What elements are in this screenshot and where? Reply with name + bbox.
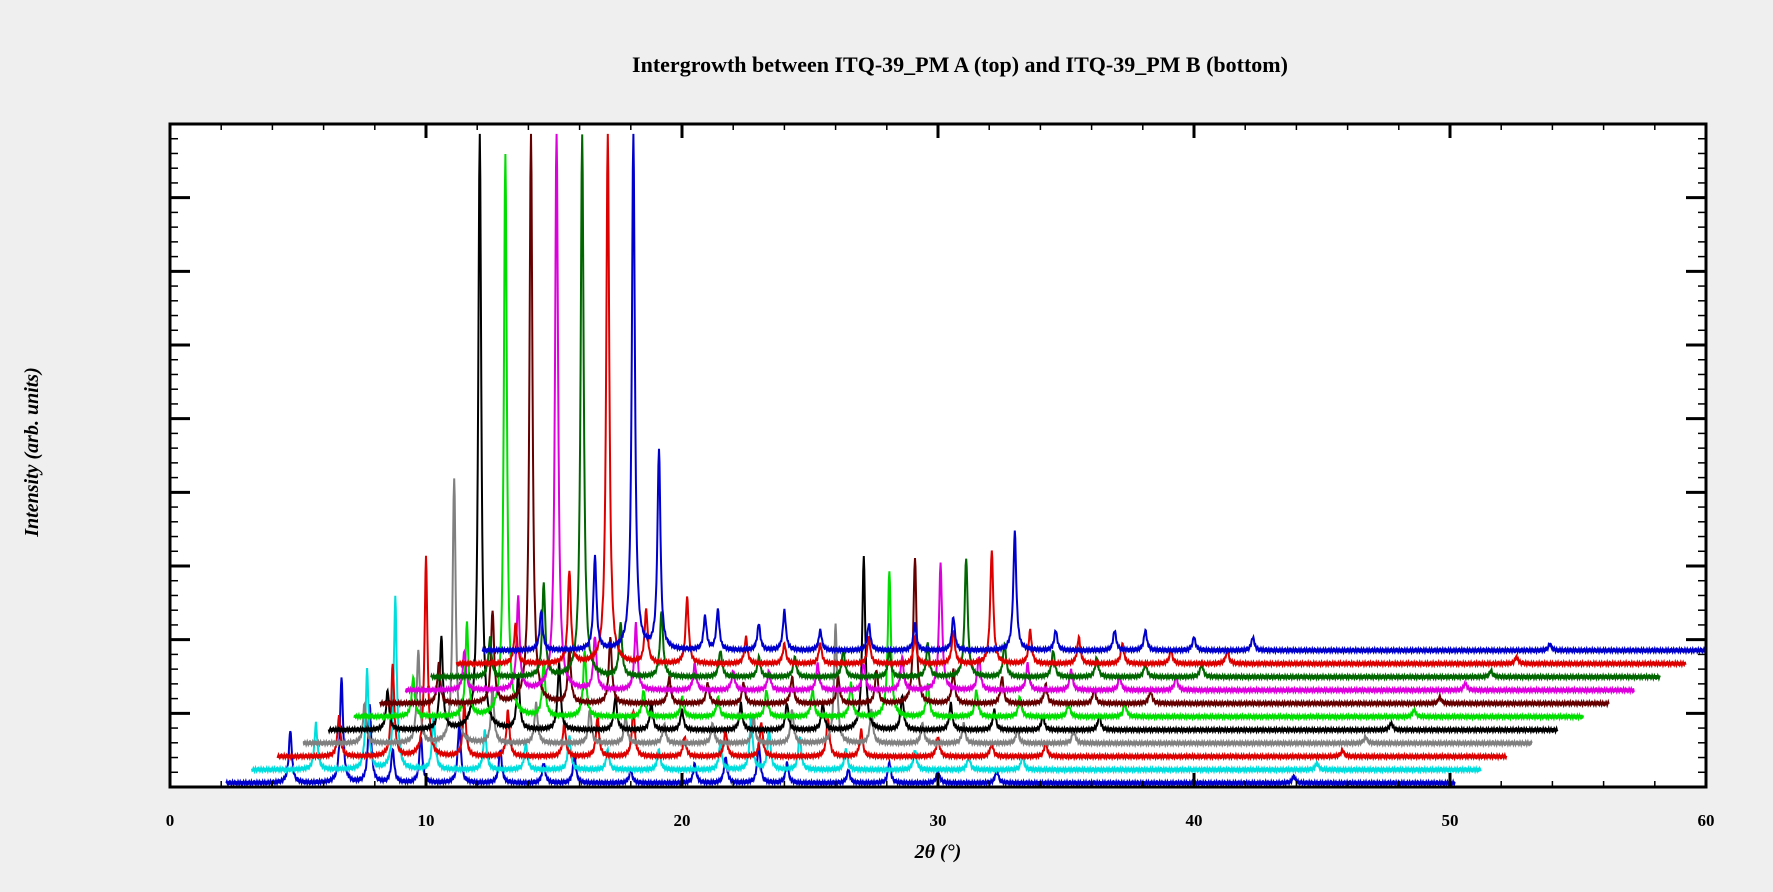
x-axis-label: 2θ (°) (914, 841, 962, 863)
series-9-trace (430, 134, 1661, 682)
x-tick-label: 10 (418, 811, 435, 830)
x-tick-label: 40 (1186, 811, 1203, 830)
series-8-trace (404, 133, 1635, 696)
series-7-trace (378, 133, 1610, 709)
plot-frame (168, 122, 1708, 789)
series-4-trace (302, 478, 1533, 749)
series-6-trace (353, 153, 1585, 722)
series-3-trace (276, 555, 1508, 762)
x-tick-labels: 0 10 20 30 40 50 60 (166, 811, 1715, 830)
series-10-trace (455, 133, 1687, 669)
x-tick-label: 0 (166, 811, 175, 830)
series-1-trace (225, 677, 1456, 789)
y-axis-label: Intensity (arb. units) (21, 367, 43, 537)
series-2-trace (250, 595, 1482, 775)
x-tick-label: 20 (674, 811, 691, 830)
x-tick-label: 50 (1442, 811, 1459, 830)
series-5-trace (327, 133, 1559, 735)
x-tick-label: 30 (930, 811, 947, 830)
chart-title: Intergrowth between ITQ-39_PM A (top) an… (632, 52, 1288, 77)
traces (225, 133, 1707, 789)
x-tick-label: 60 (1698, 811, 1715, 830)
series-11-trace (481, 133, 1707, 656)
